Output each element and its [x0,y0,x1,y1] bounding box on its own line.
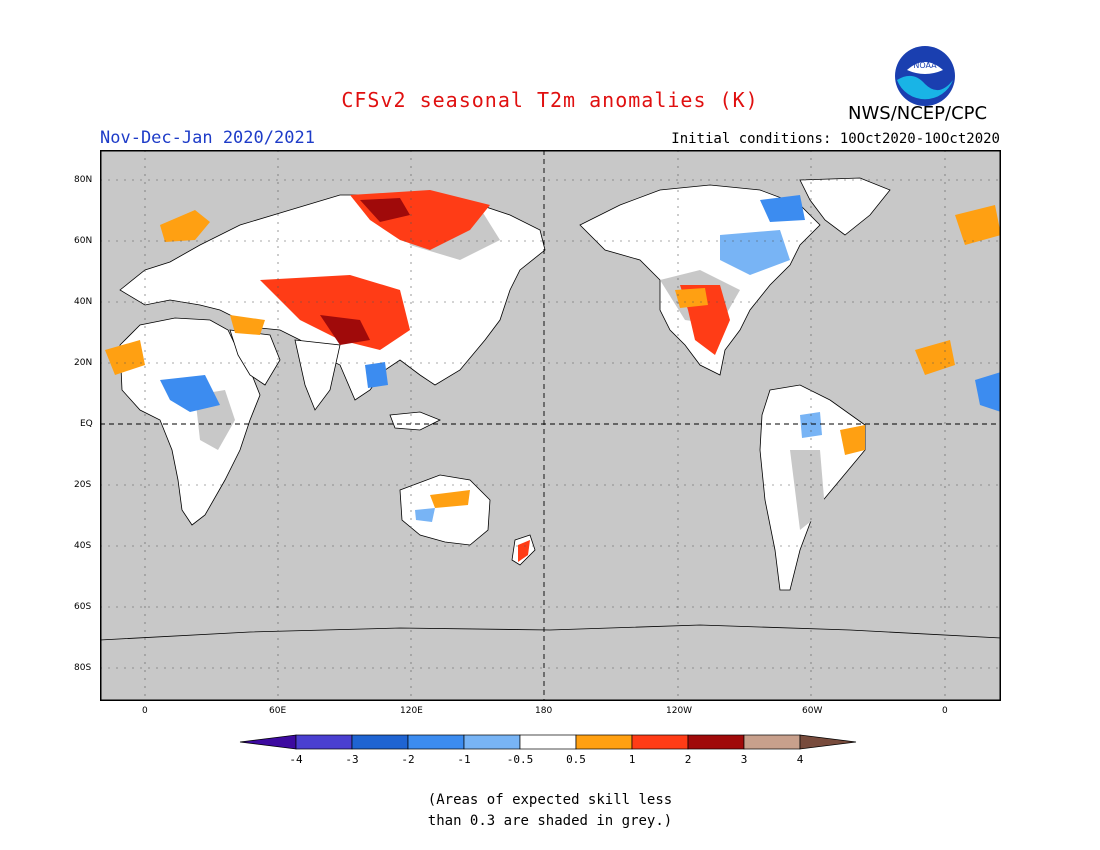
season-label: Nov-Dec-Jan 2020/2021 [100,128,315,148]
greenland [799,177,891,236]
lat-label: 40N [74,297,93,307]
colorbar-swatch [407,734,465,750]
lon-label: 120E [400,706,423,716]
colorbar-swatch [799,734,857,750]
lon-label: 60E [269,706,287,716]
colorbar-tick-label: -2 [401,753,414,766]
colorbar: -4 -3 -2 -1 -0.5 0.5 1 2 3 4 [239,734,857,766]
lon-label: 120W [666,706,693,716]
colorbar-swatch [743,734,801,750]
skill-note: (Areas of expected skill less than 0.3 a… [0,790,1100,832]
colorbar-swatch [631,734,689,750]
colorbar-tick-label: 1 [629,753,636,766]
lat-label: 60N [74,236,93,246]
lat-label: 20N [74,358,93,368]
colorbar-swatch [575,734,633,750]
lat-label: 40S [74,541,92,551]
initial-conditions-label: Initial conditions: 10Oct2020-10Oct2020 [671,131,1000,147]
lat-label: 60S [74,602,92,612]
lon-label: 0 [942,706,948,716]
colorbar-tick-label: 3 [741,753,748,766]
colorbar-swatch [239,734,297,750]
arabia [229,329,281,386]
colorbar-tick-label: 4 [797,753,804,766]
colorbar-swatch [295,734,353,750]
lon-label: 180 [535,706,553,716]
colorbar-swatch [519,734,577,750]
colorbar-tick-label: -1 [457,753,470,766]
india [294,339,341,411]
lon-label: 60W [802,706,823,716]
noaa-logo-icon: NOAA [895,46,955,106]
lat-label: 20S [74,480,92,490]
equator-dateline [100,150,1001,701]
skill-note-line-2: than 0.3 are shaded in grey.) [427,813,673,829]
africa [119,317,261,526]
colorbar-tick-label: 2 [685,753,692,766]
colorbar-swatch [687,734,745,750]
lat-label: EQ [80,419,93,429]
indonesia [389,411,441,431]
colorbar-swatch [351,734,409,750]
warm-anomalies [105,190,1001,562]
lat-label: 80S [74,663,92,673]
colorbar-tick-label: -4 [289,753,303,766]
chart-title: CFSv2 seasonal T2m anomalies (K) [341,88,759,112]
map-frame [100,150,1001,701]
lat-label: 80N [74,175,93,185]
skill-note-line-1: (Areas of expected skill less [427,792,673,808]
world-map [100,150,1001,701]
antarctica [100,624,1001,701]
colorbar-swatch [463,734,521,750]
logo-text: NOAA [913,61,937,70]
colorbar-tick-label: -0.5 [507,753,534,766]
agency-label: NWS/NCEP/CPC [848,103,988,124]
colorbar-tick-label: 0.5 [566,753,586,766]
lon-label: 0 [142,706,148,716]
colorbar-tick-label: -3 [345,753,358,766]
